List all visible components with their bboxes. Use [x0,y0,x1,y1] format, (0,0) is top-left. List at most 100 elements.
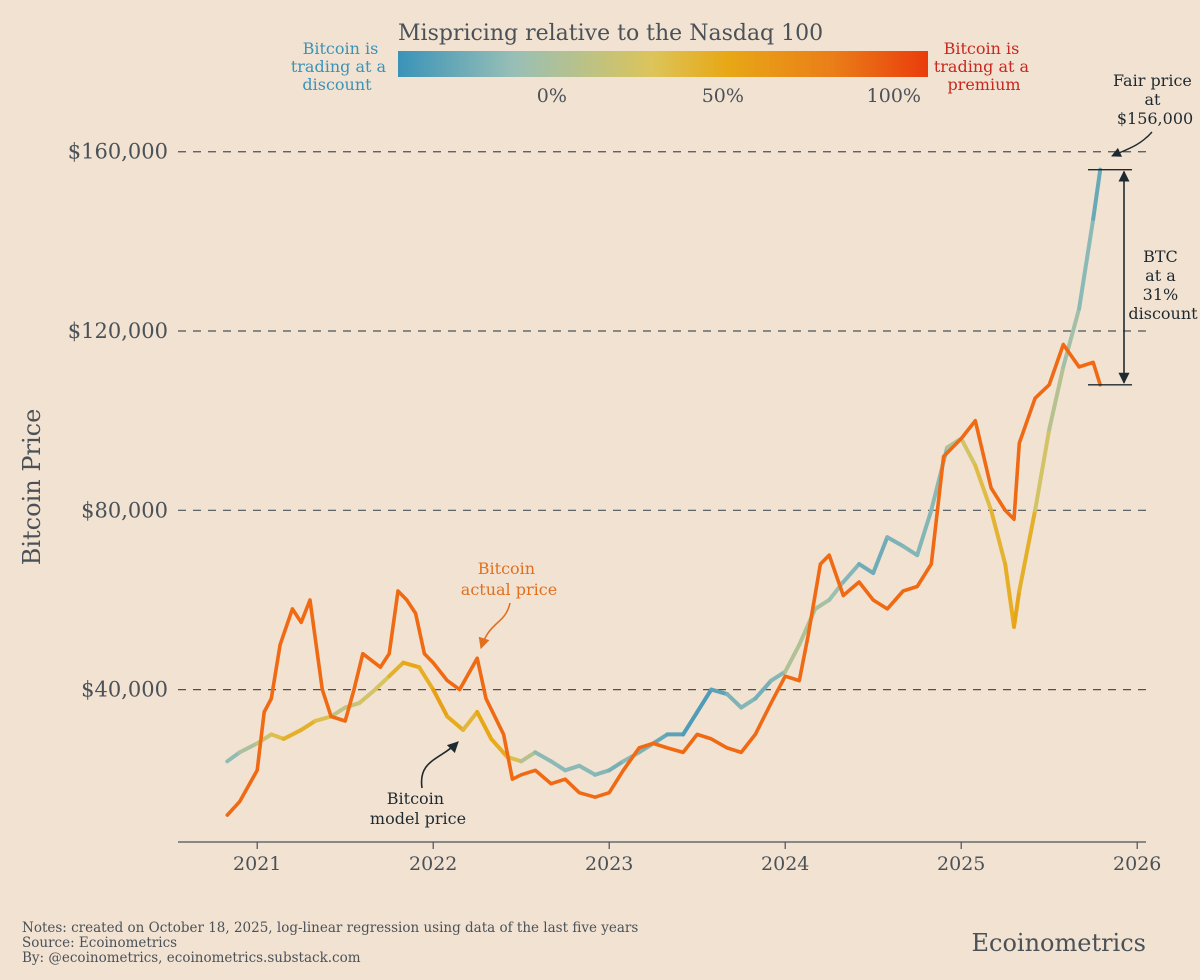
x-tick-label: 2021 [233,853,281,875]
model-segment [885,535,906,549]
actual-price-line [225,342,1102,817]
model-segment [281,727,304,741]
model-segment [329,705,348,719]
y-tick-label: $160,000 [68,140,168,164]
model-segment [373,674,392,692]
model-segment [857,562,876,576]
model-segment [387,660,406,679]
model-segment [1077,216,1096,311]
model-segment [813,597,832,611]
model-label-line-2: model price [370,809,466,828]
annotation-discount: BTC at a 31% discount [1088,168,1198,386]
colorbar-tick-label: 50% [702,85,744,107]
model-segment [593,768,612,777]
y-axis-ticks: $40,000 $80,000 $120,000 $160,000 [68,140,168,702]
model-label-line-1: Bitcoin [387,789,444,808]
svg-text:Bitcoin model price: Bitcoin model price [370,789,466,828]
model-segment [769,669,788,683]
model-segment [299,718,318,732]
series-model-price [225,167,1103,777]
footer-source: Source: Ecoinometrics [22,935,177,951]
model-segment [461,710,480,732]
footer: Notes: created on October 18, 2025, log-… [22,920,1146,966]
x-tick-label: 2025 [937,853,985,875]
model-segment [1003,562,1016,629]
model-segment [357,687,378,706]
actual-pointer-arrow [478,602,511,650]
model-segment [445,714,466,732]
model-segment [1012,588,1022,629]
model-segment [1061,306,1082,369]
model-segment [489,736,510,759]
premium-line-1: Bitcoin is [944,39,1020,58]
y-axis-label: Bitcoin Price [18,409,46,566]
colorbar-discount-label: Bitcoin is trading at a discount [291,39,391,94]
y-tick-label: $40,000 [81,678,168,702]
model-segment [695,687,714,715]
model-segment [915,508,934,558]
model-segment [563,763,582,773]
model-segment [237,741,260,755]
svg-text:Bitcoin actual price: Bitcoin actual price [461,559,557,599]
discount-label-line-1: BTC [1143,247,1178,266]
model-segment [417,665,436,692]
x-tick-label: 2026 [1113,853,1161,875]
model-segment [313,714,334,723]
colorbar: Mispricing relative to the Nasdaq 100 Bi… [291,21,1034,107]
model-segment [549,759,568,773]
model-segment [401,660,422,670]
model-pointer-arrow [420,741,459,789]
model-segment [989,508,1008,567]
model-segment [533,750,554,764]
fair-label-line-3: $156,000 [1117,109,1193,128]
model-segment [739,696,758,710]
premium-line-3: premium [947,75,1020,94]
footer-notes: Notes: created on October 18, 2025, log-… [22,920,638,936]
premium-line-2: trading at a [934,57,1030,76]
discount-line-3: discount [302,75,372,94]
model-segment [519,750,538,764]
colorbar-gradient [398,51,928,77]
model-segment [709,687,730,697]
footer-by: By: @ecoinometrics, ecoinometrics.substa… [22,950,361,966]
model-segment [1091,167,1103,221]
model-segment [1017,508,1038,593]
model-segment [725,692,744,710]
discount-label-line-3: 31% [1143,285,1179,304]
series-actual-price [225,342,1102,817]
colorbar-tick-label: 100% [867,85,921,107]
discount-line-2: trading at a [291,57,387,76]
x-tick-label: 2023 [585,853,633,875]
svg-text:BTC at a 31%: BTC at a 31% discount [1128,247,1198,323]
x-axis-ticks: 2021 2022 2023 2024 2025 2026 [233,842,1161,875]
model-segment [577,763,598,777]
y-tick-label: $80,000 [81,498,168,522]
model-segment [901,544,920,558]
annotation-model-price: Bitcoin model price [370,741,466,828]
colorbar-premium-label: Bitcoin is trading at a premium [934,39,1034,94]
y-tick-label: $120,000 [68,319,168,343]
actual-label-line-2: actual price [461,580,557,599]
x-tick-label: 2024 [761,853,809,875]
colorbar-tick-label: 0% [537,85,567,107]
discount-label-line-4: discount [1128,304,1198,323]
fair-label-line-1: Fair price [1113,71,1192,90]
model-segment [431,687,450,719]
gridlines [178,151,1146,691]
fair-pointer-arrow [1111,131,1153,157]
model-segment [871,535,890,576]
model-segment [783,642,802,674]
svg-text:Fair price at $156: Fair price at $156,000 [1113,71,1197,128]
model-segment [841,562,862,585]
colorbar-title: Mispricing relative to the Nasdaq 100 [398,21,823,46]
annotation-fair-price: Fair price at $156,000 [1111,71,1197,157]
model-segment [475,710,494,741]
discount-line-1: Bitcoin is [303,39,379,58]
model-segment [681,710,700,737]
model-segment [225,750,242,764]
model-segment [1047,364,1066,432]
model-segment [973,463,994,513]
model-segment [753,678,774,701]
x-tick-label: 2022 [409,853,457,875]
